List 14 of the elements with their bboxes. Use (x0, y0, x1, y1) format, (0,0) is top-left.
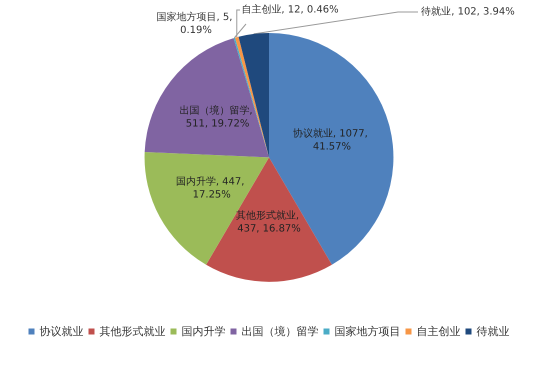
data-label: 出国（境）留学, 511, 19.72% (179, 104, 256, 130)
data-label: 其他形式就业, 437, 16.87% (236, 210, 302, 235)
data-label: 待就业, 102, 3.94% (421, 6, 515, 18)
legend-label: 出国（境）留学 (242, 325, 318, 338)
legend-label: 其他形式就业 (100, 325, 166, 338)
data-label: 国家地方项目, 5, 0.19% (156, 11, 236, 36)
data-label: 自主创业, 12, 0.46% (241, 4, 339, 16)
data-label: 协议就业, 1077, 41.57% (292, 127, 372, 152)
legend-label: 待就业 (476, 325, 510, 338)
data-label: 国内升学, 447, 17.25% (176, 176, 248, 201)
legend-label: 国家地方项目 (334, 325, 400, 338)
legend-label: 协议就业 (40, 325, 84, 338)
legend-label: 国内升学 (182, 325, 226, 338)
legend-label: 自主创业 (416, 325, 460, 338)
